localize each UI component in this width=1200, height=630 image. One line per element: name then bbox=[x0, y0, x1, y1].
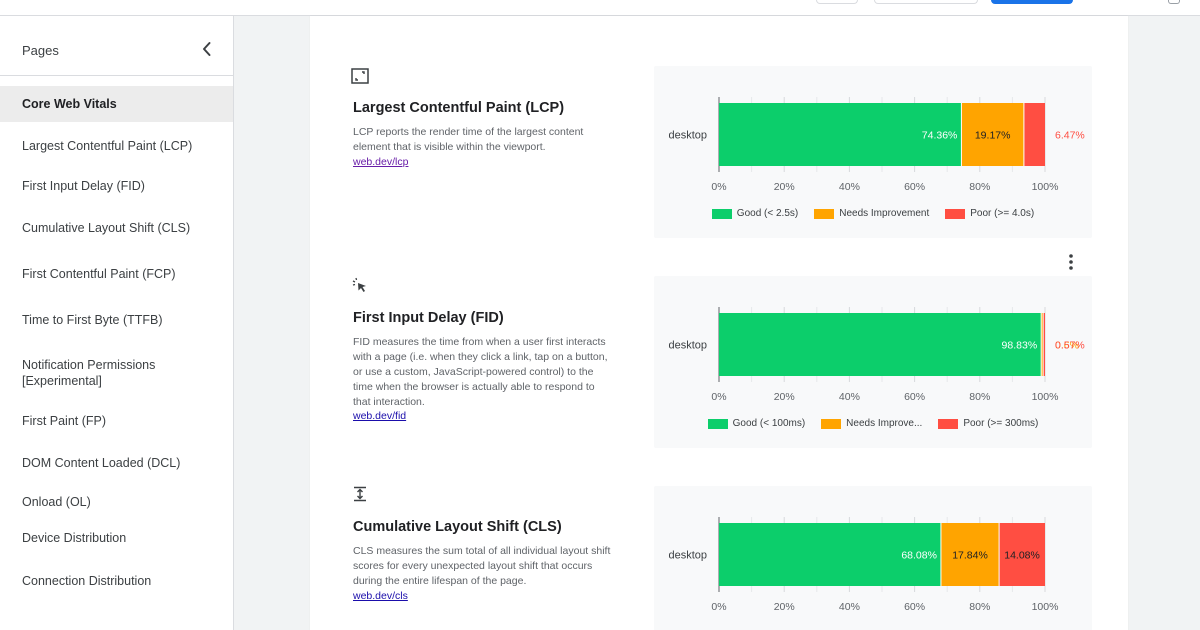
x-tick-label: 0% bbox=[711, 181, 726, 193]
legend-item-poor[interactable]: Poor (>= 4.0s) bbox=[945, 208, 1034, 219]
sidebar-item-fid[interactable]: First Input Delay (FID) bbox=[22, 179, 145, 193]
bar-segment-needs[interactable] bbox=[961, 103, 1024, 166]
cursor-click-icon bbox=[352, 277, 366, 292]
sidebar-item-onload[interactable]: Onload (OL) bbox=[22, 495, 91, 509]
bar-segment-poor[interactable] bbox=[1023, 103, 1045, 166]
cls-description: CLS measures the sum total of all indivi… bbox=[353, 545, 611, 587]
sidebar-header: Pages bbox=[0, 16, 233, 76]
x-tick-label: 20% bbox=[774, 601, 795, 613]
data-label: 17.84% bbox=[952, 550, 988, 562]
x-tick-label: 20% bbox=[774, 391, 795, 403]
legend-item-needs[interactable]: Needs Improvement bbox=[814, 208, 929, 219]
fid-link[interactable]: web.dev/fid bbox=[353, 410, 407, 422]
x-tick-label: 100% bbox=[1032, 181, 1059, 193]
x-tick-label: 80% bbox=[969, 391, 990, 403]
legend-item-poor[interactable]: Poor (>= 300ms) bbox=[938, 418, 1038, 429]
lcp-legend: Good (< 2.5s) Needs Improvement Poor (>= 4… bbox=[654, 208, 1092, 219]
x-tick-label: 60% bbox=[904, 601, 925, 613]
bar-segment-good[interactable] bbox=[719, 313, 1042, 376]
legend-swatch bbox=[707, 418, 728, 429]
data-label: 98.83% bbox=[1002, 340, 1038, 352]
data-label: 19.17% bbox=[975, 130, 1011, 142]
x-tick-label: 100% bbox=[1032, 391, 1059, 403]
category-label: desktop bbox=[668, 130, 707, 142]
fid-chart-panel: desktop 98.83% 0.6% 0.57% 0% 20% 40% 60% 80% 100%… bbox=[654, 276, 1092, 448]
legend-label: Good (< 100ms) bbox=[732, 418, 806, 429]
category-label: desktop bbox=[668, 340, 707, 352]
cls-title: Cumulative Layout Shift (CLS) bbox=[353, 519, 562, 535]
data-label: 68.08% bbox=[901, 550, 937, 562]
bar-segment-good[interactable] bbox=[719, 103, 962, 166]
x-tick-label: 60% bbox=[904, 181, 925, 193]
x-tick-label: 80% bbox=[969, 601, 990, 613]
toolbar-dropdown[interactable] bbox=[874, 0, 978, 4]
sidebar-item-ttfb[interactable]: Time to First Byte (TTFB) bbox=[22, 313, 163, 327]
sidebar-item-cls[interactable]: Cumulative Layout Shift (CLS) bbox=[22, 221, 191, 235]
x-tick-label: 40% bbox=[839, 181, 860, 193]
bar-segment-poor[interactable] bbox=[999, 523, 1045, 586]
legend-item-good[interactable]: Good (< 2.5s) bbox=[711, 208, 799, 219]
cls-chart: desktop 68.08% 17.84% 14.08% 0% 20% 40% 60% 80% 1… bbox=[668, 517, 1059, 613]
x-tick-label: 0% bbox=[711, 391, 726, 403]
bar-segment-needs[interactable] bbox=[940, 523, 1000, 586]
legend-swatch bbox=[821, 418, 842, 429]
legend-swatch bbox=[711, 208, 732, 219]
sidebar: Pages Core Web Vitals Largest Contentful… bbox=[0, 16, 234, 630]
lcp-link[interactable]: web.dev/lcp bbox=[353, 156, 409, 168]
legend-item-good[interactable]: Good (< 100ms) bbox=[707, 418, 806, 429]
legend-label: Needs Improve... bbox=[846, 418, 923, 429]
lcp-description: LCP reports the render time of the large… bbox=[353, 126, 584, 153]
top-toolbar bbox=[0, 0, 1200, 16]
sidebar-item-dcl[interactable]: DOM Content Loaded (DCL) bbox=[22, 456, 181, 470]
data-label: 0.6% bbox=[1055, 340, 1079, 352]
legend-label: Needs Improvement bbox=[839, 208, 930, 219]
legend-swatch bbox=[814, 208, 835, 219]
sidebar-item-fcp[interactable]: First Contentful Paint (FCP) bbox=[22, 267, 176, 281]
sidebar-item-device-distribution[interactable]: Device Distribution bbox=[22, 531, 127, 545]
lcp-chart-panel: desktop 74.36% 19.17% 6.47% 0% 20% 40% 60% 80% 10… bbox=[654, 66, 1092, 238]
x-tick-label: 80% bbox=[969, 181, 990, 193]
fid-title: First Input Delay (FID) bbox=[353, 310, 504, 326]
legend-item-needs[interactable]: Needs Improve... bbox=[821, 418, 922, 429]
legend-swatch bbox=[945, 208, 966, 219]
toolbar-primary-button[interactable] bbox=[991, 0, 1073, 4]
sidebar-item-first-paint[interactable]: First Paint (FP) bbox=[22, 414, 107, 428]
account-icon[interactable] bbox=[1168, 0, 1180, 4]
data-label: 0.57% bbox=[1055, 340, 1085, 352]
x-tick-label: 40% bbox=[839, 601, 860, 613]
x-tick-label: 40% bbox=[839, 391, 860, 403]
data-label: 6.47% bbox=[1055, 130, 1085, 142]
legend-label: Good (< 2.5s) bbox=[736, 208, 799, 219]
x-tick-label: 20% bbox=[774, 181, 795, 193]
toolbar-button[interactable] bbox=[816, 0, 858, 4]
cls-chart-panel: desktop 68.08% 17.84% 14.08% 0% 20% 40% 60% 80% 1… bbox=[654, 486, 1092, 630]
x-tick-label: 100% bbox=[1032, 601, 1059, 613]
sidebar-item-lcp[interactable]: Largest Contentful Paint (LCP) bbox=[22, 139, 193, 153]
data-label: 74.36% bbox=[922, 130, 958, 142]
legend-label: Poor (>= 300ms) bbox=[963, 418, 1039, 429]
x-tick-label: 0% bbox=[711, 601, 726, 613]
legend-swatch bbox=[938, 418, 959, 429]
fid-description: FID measures the time from when a user f… bbox=[353, 336, 608, 408]
category-label: desktop bbox=[668, 550, 707, 562]
sidebar-item-core-web-vitals[interactable]: Core Web Vitals bbox=[0, 86, 233, 122]
sidebar-item-connection-distribution[interactable]: Connection Distribution bbox=[22, 574, 152, 588]
fid-chart: desktop 98.83% 0.6%0.57% 0% 20% 40% 60% 80% 100% bbox=[668, 307, 1085, 403]
legend-label: Poor (>= 4.0s) bbox=[970, 208, 1035, 219]
lcp-title: Largest Contentful Paint (LCP) bbox=[353, 100, 565, 116]
fid-legend: Good (< 100ms) Needs Improve... Poor (>= 3… bbox=[654, 418, 1092, 429]
lcp-chart: desktop 74.36% 19.17% 6.47% 0% 20% 40% 60% 80% 10… bbox=[668, 97, 1085, 193]
bar-segment-poor[interactable] bbox=[1043, 313, 1045, 376]
bar-segment-needs[interactable] bbox=[1041, 313, 1044, 376]
vertical-expand-icon bbox=[354, 486, 366, 502]
cls-link[interactable]: web.dev/cls bbox=[353, 590, 408, 602]
data-label: 14.08% bbox=[1004, 550, 1040, 562]
more-vert-icon[interactable] bbox=[1064, 252, 1078, 272]
sidebar-title: Pages bbox=[22, 43, 59, 58]
bar-segment-good[interactable] bbox=[719, 523, 941, 586]
chevron-left-icon[interactable] bbox=[196, 38, 218, 60]
resize-icon bbox=[351, 68, 369, 84]
sidebar-item-notification-permissions[interactable]: Notification Permissions [Experimental] bbox=[22, 358, 156, 388]
x-tick-label: 60% bbox=[904, 391, 925, 403]
